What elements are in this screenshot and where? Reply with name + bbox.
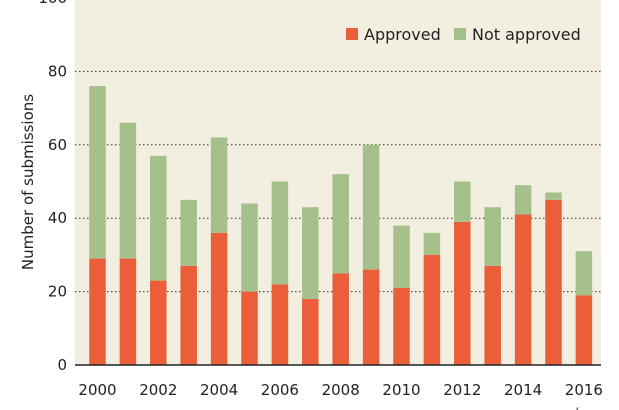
bar-2006-approved	[271, 284, 289, 365]
y-tick-60: 60	[48, 136, 67, 154]
y-tick-0: 0	[57, 356, 67, 374]
x-tick-2012: 2012	[443, 381, 481, 399]
bar-2004-not-approved	[210, 137, 228, 233]
bar-2000-not-approved	[89, 86, 106, 259]
bar-2010-approved	[393, 287, 410, 365]
bar-2013-not-approved	[484, 207, 501, 266]
bar-2008-not-approved	[332, 174, 349, 274]
x-tick-2010: 2010	[382, 381, 420, 399]
bar-2016-not-approved	[575, 251, 593, 296]
bars	[89, 86, 593, 365]
legend-swatch-approved	[346, 28, 358, 40]
y-tick-labels: 0 20 40 60 80 100	[38, 0, 67, 374]
x-tick-2000: 2000	[78, 381, 116, 399]
bar-2004-approved	[210, 232, 228, 365]
bar-2016-approved	[575, 295, 593, 365]
bar-2012-approved	[454, 221, 471, 365]
y-tick-40: 40	[48, 209, 67, 227]
bar-2014-approved	[514, 214, 532, 365]
bar-2006-not-approved	[271, 181, 289, 285]
legend: Approved Not approved	[346, 25, 581, 44]
bar-2007-not-approved	[302, 207, 319, 299]
bar-2001-approved	[119, 258, 137, 365]
bar-2015-approved	[545, 199, 562, 365]
bar-2000-approved	[89, 258, 106, 365]
y-tick-80: 80	[48, 62, 67, 80]
x-tick-2014: 2014	[504, 381, 542, 399]
bar-2015-not-approved	[545, 192, 562, 200]
bar-2012-not-approved	[454, 181, 471, 222]
bar-2001-not-approved	[119, 122, 137, 259]
bar-2009-not-approved	[362, 144, 380, 270]
x-tick-2004: 2004	[200, 381, 238, 399]
bar-2007-approved	[302, 298, 319, 365]
bar-2002-not-approved	[150, 155, 167, 281]
bar-2014-not-approved	[514, 185, 532, 215]
bar-2013-approved	[484, 265, 501, 365]
x-tick-2002: 2002	[139, 381, 177, 399]
x-tick-labels: 2000 2002 2004 2006 2008 2010 2012 2014 2016	[78, 381, 603, 399]
bar-2011-approved	[423, 254, 441, 365]
x-tick-2008: 2008	[322, 381, 360, 399]
y-axis-title: Number of submissions	[19, 94, 37, 270]
bar-2005-not-approved	[241, 203, 258, 292]
bar-2010-not-approved	[393, 225, 410, 288]
bar-2003-approved	[180, 265, 197, 365]
bar-2008-approved	[332, 273, 349, 365]
x-tick-2006: 2006	[261, 381, 299, 399]
nature-watermark: nature	[556, 404, 606, 410]
x-tick-2016: 2016	[565, 381, 603, 399]
bar-2005-approved	[241, 291, 258, 365]
legend-label-approved: Approved	[364, 25, 441, 44]
legend-label-not-approved: Not approved	[472, 25, 581, 44]
y-tick-20: 20	[48, 283, 67, 301]
bar-2009-approved	[362, 269, 380, 365]
bar-2003-not-approved	[180, 199, 197, 266]
bar-2002-approved	[150, 280, 167, 365]
y-tick-100: 100	[38, 0, 67, 7]
bar-2011-not-approved	[423, 232, 441, 255]
legend-swatch-not-approved	[454, 28, 466, 40]
